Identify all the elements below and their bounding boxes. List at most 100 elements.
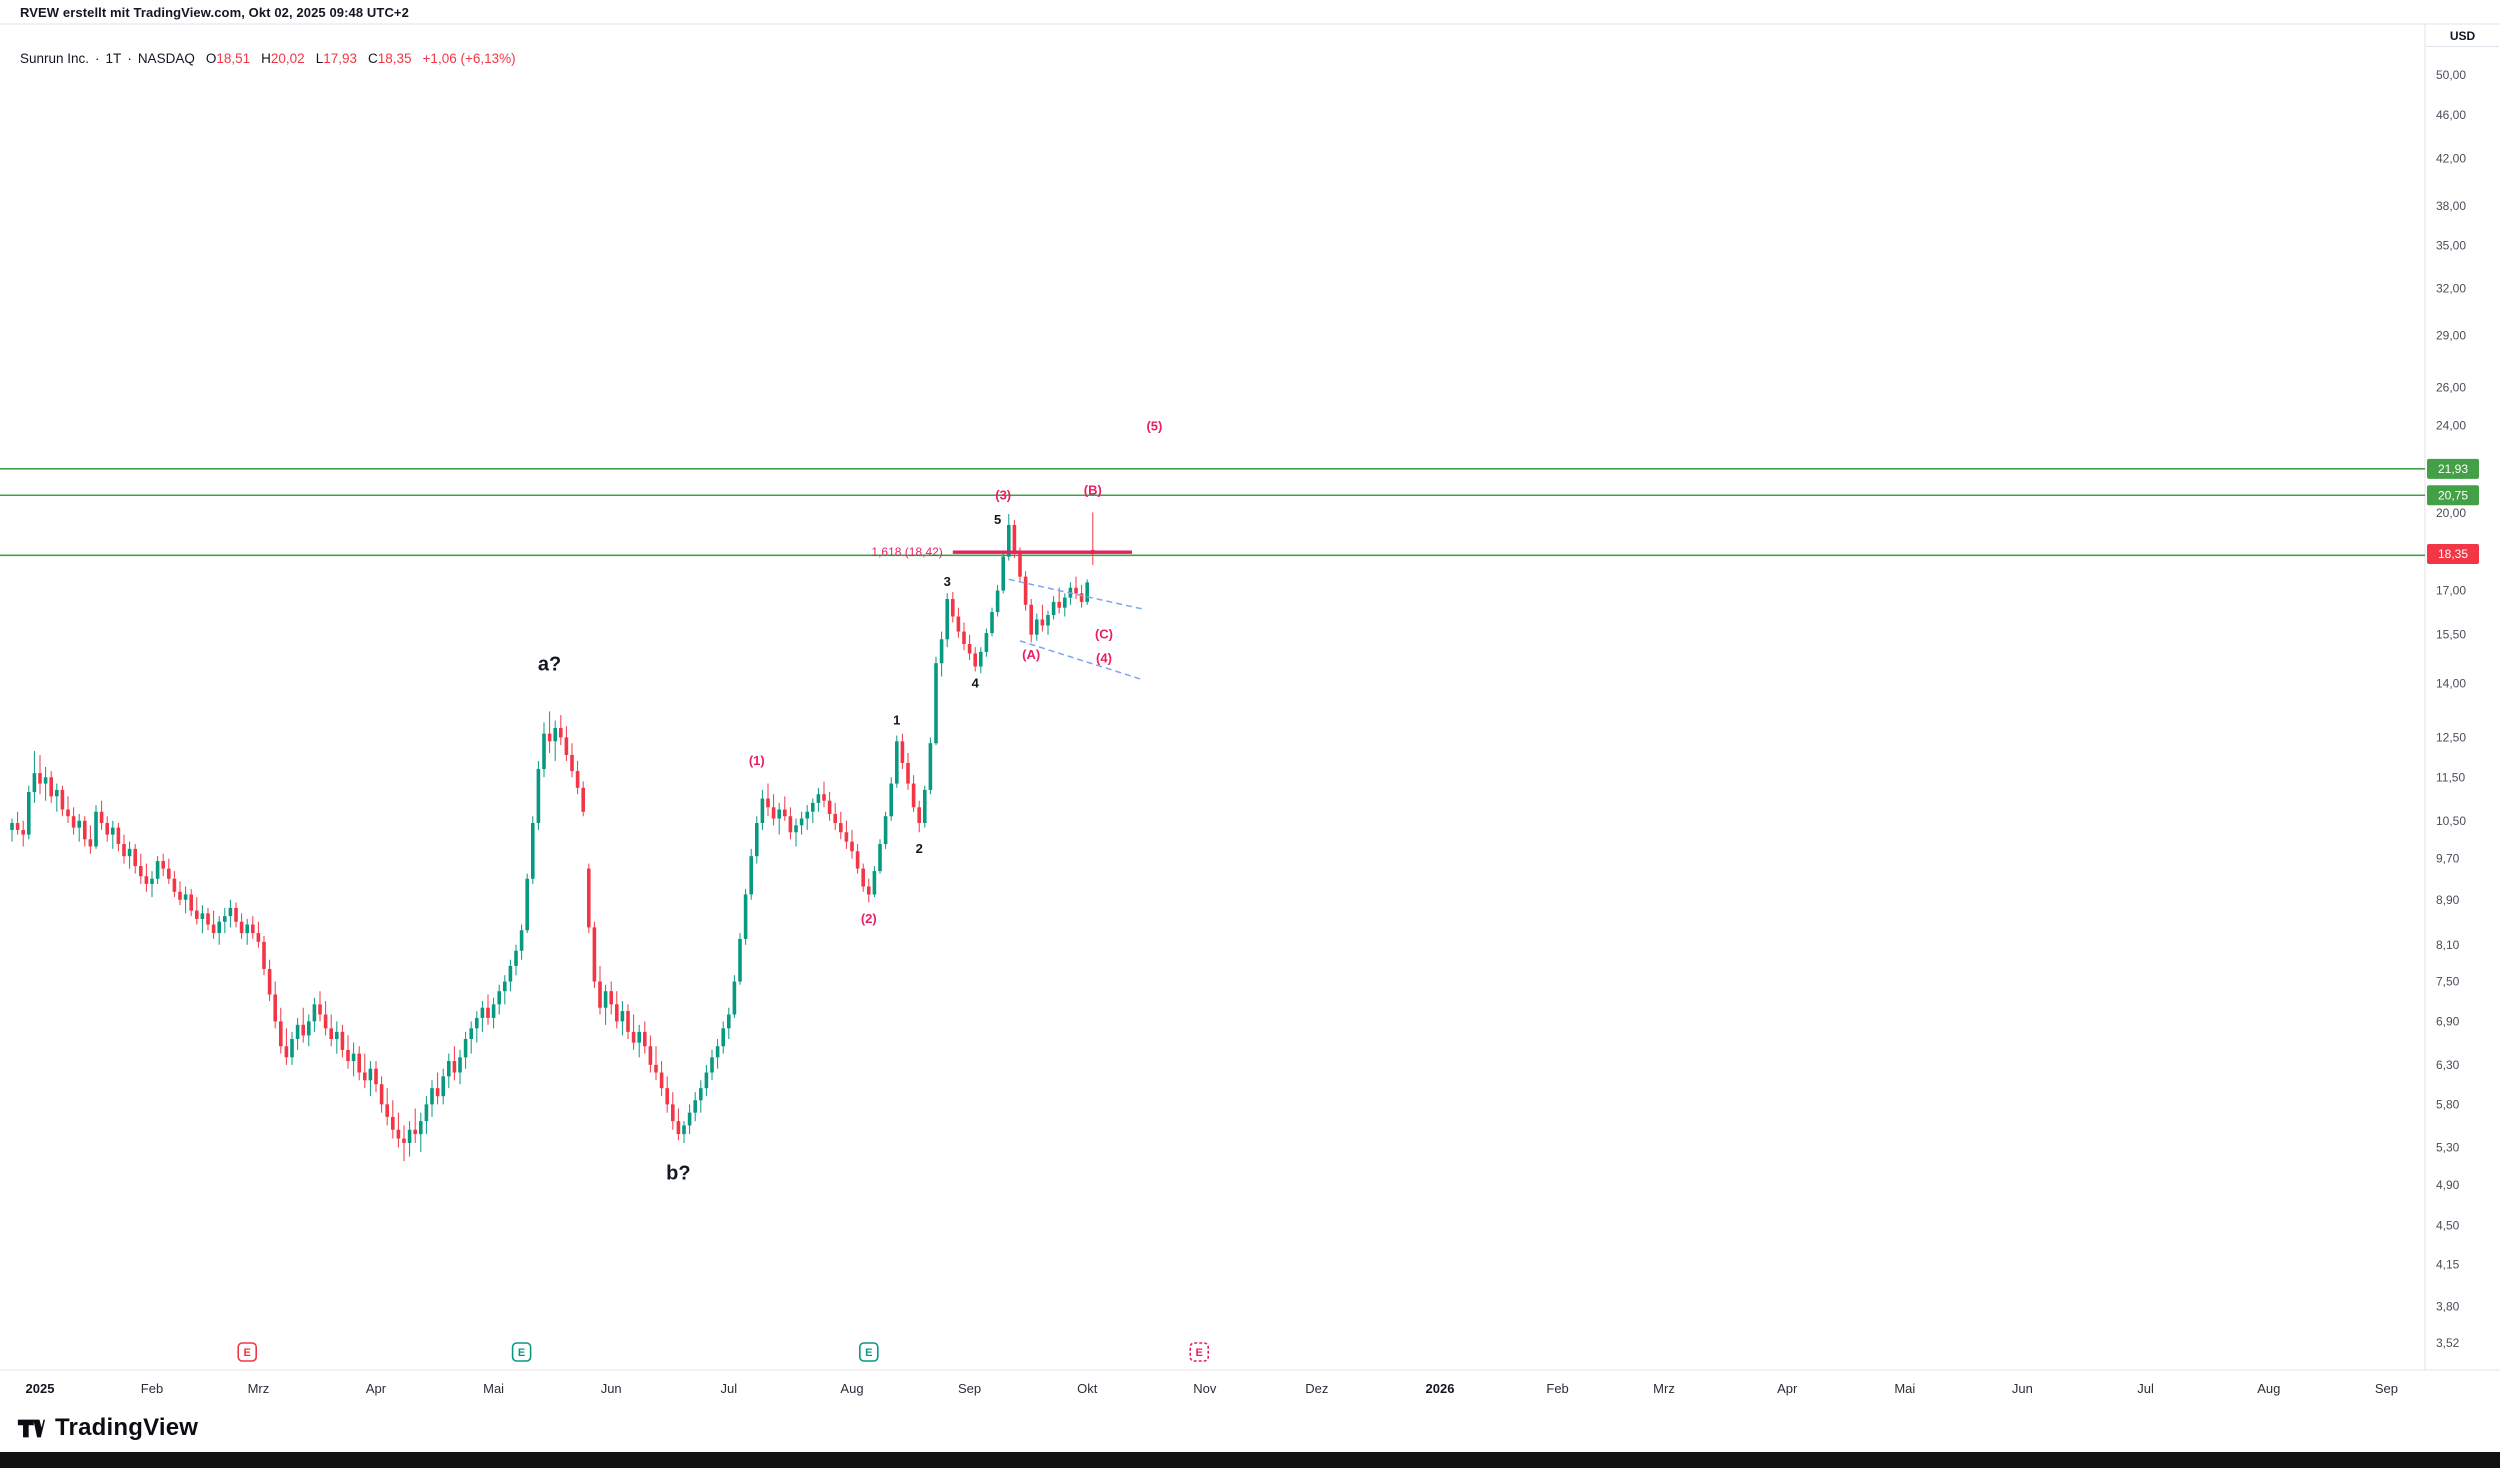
candlestick (878, 844, 882, 872)
time-axis-label[interactable]: Nov (1193, 1381, 1217, 1396)
elliott-wave-label[interactable]: (5) (1146, 419, 1162, 434)
candlestick (228, 907, 233, 917)
projection-dashed-line[interactable] (1019, 640, 1144, 681)
candlestick (441, 1076, 445, 1097)
symbol-name[interactable]: Sunrun Inc. (20, 51, 90, 66)
elliott-wave-label[interactable]: (1) (749, 753, 765, 768)
projection-dashed-line[interactable] (1008, 578, 1144, 610)
time-axis-label[interactable]: Feb (141, 1381, 163, 1396)
tradingview-logo[interactable]: TradingView (16, 1413, 198, 1443)
price-tick-label: 7,50 (2436, 975, 2460, 989)
time-axis-label[interactable]: Apr (1777, 1381, 1798, 1396)
candlestick (570, 754, 574, 772)
time-axis-label[interactable]: Mrz (248, 1381, 270, 1396)
price-tick-label: 6,90 (2436, 1014, 2460, 1028)
candlestick (245, 924, 249, 934)
price-tick-label: 24,00 (2436, 419, 2466, 433)
candlestick (704, 1072, 709, 1089)
candlestick (475, 1017, 479, 1029)
time-axis-label[interactable]: Aug (840, 1381, 863, 1396)
exchange-name: NASDAQ (137, 51, 195, 66)
candlestick (1074, 587, 1078, 594)
time-axis-label[interactable]: Mai (483, 1381, 504, 1396)
candlestick (788, 816, 793, 833)
elliott-wave-label[interactable]: (3) (995, 487, 1011, 502)
elliott-wave-label[interactable]: (A) (1022, 647, 1040, 662)
candlestick (234, 907, 238, 922)
candlestick (357, 1053, 361, 1073)
fib-extension-label[interactable]: 1,618 (18,42) (871, 545, 942, 559)
elliott-wave-label[interactable]: 3 (944, 574, 951, 589)
candlestick (139, 866, 143, 877)
elliott-wave-label[interactable]: (2) (861, 911, 877, 926)
candlestick (1001, 556, 1005, 591)
elliott-wave-label[interactable]: (C) (1095, 627, 1113, 642)
time-axis-label[interactable]: Mai (1894, 1381, 1915, 1396)
candlestick (659, 1072, 664, 1089)
elliott-wave-label[interactable]: 2 (916, 841, 923, 856)
elliott-wave-label[interactable]: 4 (972, 675, 980, 690)
candlestick (38, 773, 42, 784)
candlestick (301, 1024, 305, 1036)
candlestick (368, 1068, 373, 1081)
candlestick (71, 816, 76, 828)
candlestick (430, 1088, 434, 1105)
candlestick (945, 599, 949, 640)
elliott-wave-label[interactable]: (4) (1096, 650, 1112, 665)
candlestick (1079, 593, 1084, 602)
candlestick (374, 1068, 378, 1085)
candlestick (839, 823, 843, 833)
price-tick-label: 50,00 (2436, 68, 2466, 82)
time-axis-label[interactable]: Apr (366, 1381, 387, 1396)
candlestick (83, 820, 87, 840)
elliott-wave-label[interactable]: b? (666, 1162, 690, 1184)
elliott-wave-label[interactable]: a? (538, 654, 561, 676)
candlestick (883, 816, 888, 845)
candlestick (1085, 582, 1089, 602)
candlestick (195, 910, 199, 919)
earnings-icon[interactable] (511, 1342, 532, 1362)
interval-value[interactable]: 1T (105, 51, 122, 66)
candlestick (172, 878, 177, 892)
earnings-icon[interactable] (237, 1342, 257, 1362)
earnings-icon[interactable] (1189, 1342, 1209, 1362)
price-tick-label: 35,00 (2436, 238, 2466, 252)
time-axis-label[interactable]: 2026 (1426, 1381, 1455, 1396)
time-axis-label[interactable]: Dez (1305, 1381, 1328, 1396)
time-axis-label[interactable]: Jul (720, 1381, 737, 1396)
price-tag-label: 18,35 (2438, 547, 2468, 561)
candlestick (279, 1021, 283, 1047)
elliott-wave-label[interactable]: (B) (1084, 483, 1102, 498)
candlestick (525, 878, 529, 931)
candlestick (934, 663, 938, 744)
candlestick (749, 856, 753, 895)
currency-tab[interactable]: USD (2426, 25, 2499, 47)
elliott-wave-label[interactable]: 5 (994, 512, 1001, 527)
price-tick-label: 5,30 (2436, 1140, 2460, 1154)
time-axis-label[interactable]: Jun (2012, 1381, 2033, 1396)
price-tick-label: 8,90 (2436, 893, 2460, 907)
time-axis-label[interactable]: Feb (1546, 1381, 1568, 1396)
candlestick (895, 741, 899, 784)
candlestick (805, 811, 809, 819)
elliott-wave-label[interactable]: 1 (893, 713, 900, 728)
price-tick-label: 46,00 (2436, 108, 2466, 122)
candlestick (603, 991, 608, 1008)
time-axis-label[interactable]: 2025 (26, 1381, 55, 1396)
earnings-icon[interactable] (858, 1342, 879, 1362)
price-tick-label: 4,90 (2436, 1178, 2460, 1192)
candlestick (861, 868, 865, 887)
time-axis-label[interactable]: Sep (2375, 1381, 2398, 1396)
candlestick (346, 1049, 350, 1062)
time-axis-label[interactable]: Sep (958, 1381, 981, 1396)
time-axis-label[interactable]: Okt (1077, 1381, 1098, 1396)
time-axis-label[interactable]: Jul (2137, 1381, 2154, 1396)
symbol-legend[interactable]: Sunrun Inc. · 1T · NASDAQ O18,51 H20,02 … (20, 51, 516, 66)
time-axis-label[interactable]: Aug (2257, 1381, 2280, 1396)
time-axis-label[interactable]: Jun (601, 1381, 622, 1396)
candlestick (21, 829, 25, 835)
candlestick (217, 921, 221, 934)
time-axis-label[interactable]: Mrz (1653, 1381, 1675, 1396)
candlestick (676, 1121, 681, 1135)
